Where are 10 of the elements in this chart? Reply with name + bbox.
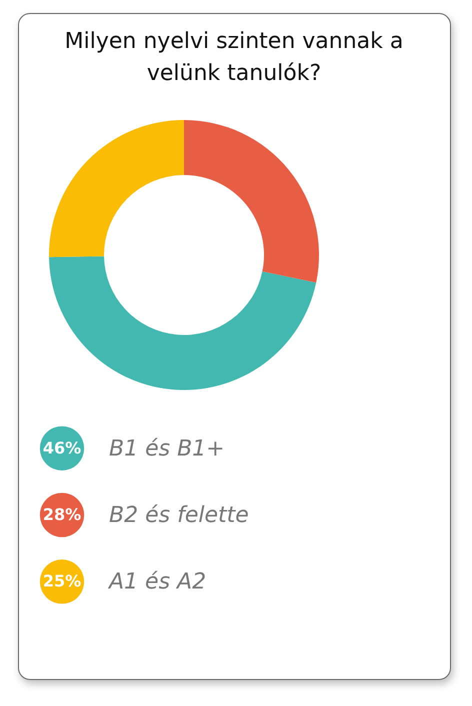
data-label: 46% — [42, 438, 82, 458]
donut-slice — [49, 256, 316, 390]
data-label: 25% — [42, 572, 82, 591]
legend-label: A1 és A2 — [107, 570, 206, 595]
legend-label: B2 és felette — [109, 503, 249, 528]
chart-title: Milyen nyelvi szinten vannak a velünk tanulók? — [64, 29, 404, 86]
data-label: 28% — [42, 505, 82, 524]
donut-slice — [49, 120, 184, 258]
donut-slice — [184, 120, 319, 283]
legend-label: B1 és B1+ — [109, 436, 225, 462]
